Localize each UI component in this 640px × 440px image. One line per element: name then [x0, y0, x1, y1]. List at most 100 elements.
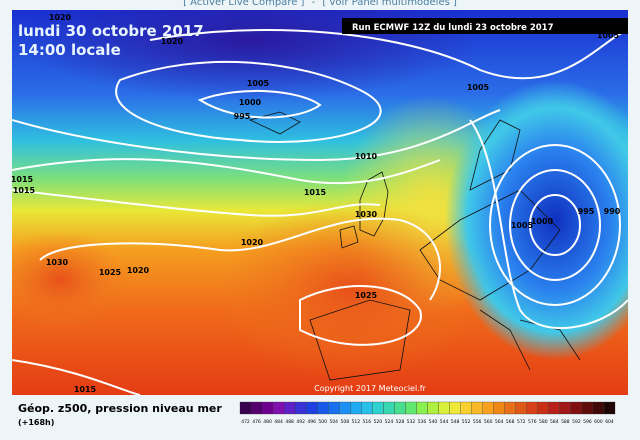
scale-cell [592, 401, 605, 415]
isobar-label: 1000 [239, 98, 262, 107]
scale-cell [317, 401, 329, 415]
scale-cell [559, 401, 572, 415]
scale-label: 520 [374, 419, 383, 425]
scale-label: 512 [352, 419, 361, 425]
scale-cell [394, 401, 406, 415]
run-info: Run ECMWF 12Z du lundi 23 octobre 2017 [352, 23, 554, 33]
run-box [342, 18, 628, 34]
map-field [12, 10, 628, 395]
scale-cell [261, 401, 274, 415]
scale-cell [283, 401, 296, 415]
scale-label: 580 [539, 419, 548, 425]
scale-cell [603, 401, 616, 415]
scale-label: 576 [528, 419, 537, 425]
coastlines [248, 111, 581, 381]
link[interactable]: [ voir Panel multimodèles ] [322, 0, 457, 8]
scale-cell [526, 401, 538, 415]
isobar-label: 1025 [355, 291, 378, 300]
scale-label: 600 [594, 419, 603, 425]
scale-cell [306, 401, 318, 415]
isobar-label: 1005 [597, 31, 620, 40]
scale-label: 544 [440, 419, 449, 425]
scale-cell [515, 401, 527, 415]
isobar-label: 1015 [11, 175, 34, 184]
isobar-label: 1025 [99, 268, 122, 277]
scale-label: 508 [340, 419, 349, 425]
scale-cell [250, 401, 263, 415]
scale-label: 596 [583, 419, 592, 425]
scale-cell [416, 401, 428, 415]
scale-label: 532 [407, 419, 416, 425]
scale-label: 536 [418, 419, 427, 425]
isobar-label: 995 [578, 207, 595, 216]
scale-label: 552 [462, 419, 471, 425]
scale-label: 568 [506, 419, 515, 425]
scale-cell [361, 401, 373, 415]
isobar-label: 1005 [467, 83, 490, 92]
isobar-label: 1015 [13, 186, 36, 195]
scale-cell [493, 401, 505, 415]
footer-title: Géop. z500, pression niveau mer [18, 402, 222, 415]
scale-cell [372, 401, 384, 415]
copyright: Copyright 2017 Meteociel.fr [314, 384, 426, 393]
isobar-label: 1020 [127, 266, 150, 275]
scale-label: 484 [274, 419, 283, 425]
scale-label: 504 [329, 419, 338, 425]
scale-label: 548 [451, 419, 460, 425]
scale-label: 572 [517, 419, 526, 425]
scale-cell [405, 401, 417, 415]
isobar-label: 1005 [511, 221, 534, 230]
isobars [12, 29, 628, 395]
isobar-label: 1020 [241, 238, 264, 247]
scale-label: 592 [572, 419, 581, 425]
scale-cell [239, 401, 252, 415]
scale-cell [449, 401, 461, 415]
scale-label: 488 [285, 419, 294, 425]
scale-cell [272, 401, 285, 415]
map-date: lundi 30 octobre 2017 [18, 22, 204, 40]
scale-cell [548, 401, 561, 415]
isobar-label: 1020 [161, 37, 184, 46]
link[interactable]: [ Activer Live Compare ] [183, 0, 305, 8]
scale-label: 492 [296, 419, 305, 425]
isobar-label: 1030 [46, 258, 69, 267]
scale-label: 524 [385, 419, 394, 425]
scale-label: 528 [396, 419, 405, 425]
scale-label: 516 [363, 419, 372, 425]
scale-label: 476 [252, 419, 261, 425]
scale-cell [350, 401, 362, 415]
scale-cell [383, 401, 395, 415]
scale-label: 604 [605, 419, 614, 425]
isobar-label: 995 [234, 112, 251, 121]
scale-cell [427, 401, 439, 415]
scale-label: 584 [550, 419, 559, 425]
colour-scale: 472 476 480 484 488 492 496 500 504 508 512 516 520 5… [239, 401, 616, 425]
scale-cell [438, 401, 450, 415]
scale-label: 564 [495, 419, 504, 425]
isobar-label: 990 [604, 207, 621, 216]
scale-cell [537, 401, 549, 415]
isobar-label: 1010 [355, 152, 378, 161]
scale-label: 472 [241, 419, 250, 425]
scale-cell [460, 401, 472, 415]
scale-label: 480 [263, 419, 272, 425]
scale-cell [504, 401, 516, 415]
scale-label: 496 [307, 419, 316, 425]
map-time: 14:00 locale [18, 41, 121, 59]
isobar-label: 1020 [49, 13, 72, 22]
isobar-label: 1005 [247, 79, 270, 88]
separator: - [311, 0, 316, 8]
scale-label: 588 [561, 419, 570, 425]
header: [ Activer Live Compare ] - [ voir Panel … [0, 0, 640, 8]
footer-lead: (+168h) [18, 418, 54, 427]
isobar-label: 1000 [531, 217, 554, 226]
scale-label: 560 [484, 419, 493, 425]
scale-cell [471, 401, 483, 415]
isobar-label: 1015 [304, 188, 327, 197]
scale-label: 500 [318, 419, 327, 425]
scale-cell [581, 401, 594, 415]
scale-label: 540 [429, 419, 438, 425]
